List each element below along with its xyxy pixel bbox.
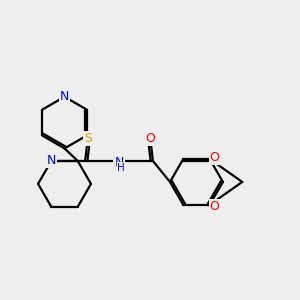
Text: O: O [210, 200, 220, 213]
Text: O: O [210, 151, 220, 164]
Text: N: N [46, 154, 56, 167]
Text: H: H [117, 163, 125, 173]
Text: N: N [60, 90, 69, 103]
Text: S: S [84, 132, 92, 145]
Text: N: N [114, 156, 124, 169]
Text: O: O [146, 132, 155, 145]
